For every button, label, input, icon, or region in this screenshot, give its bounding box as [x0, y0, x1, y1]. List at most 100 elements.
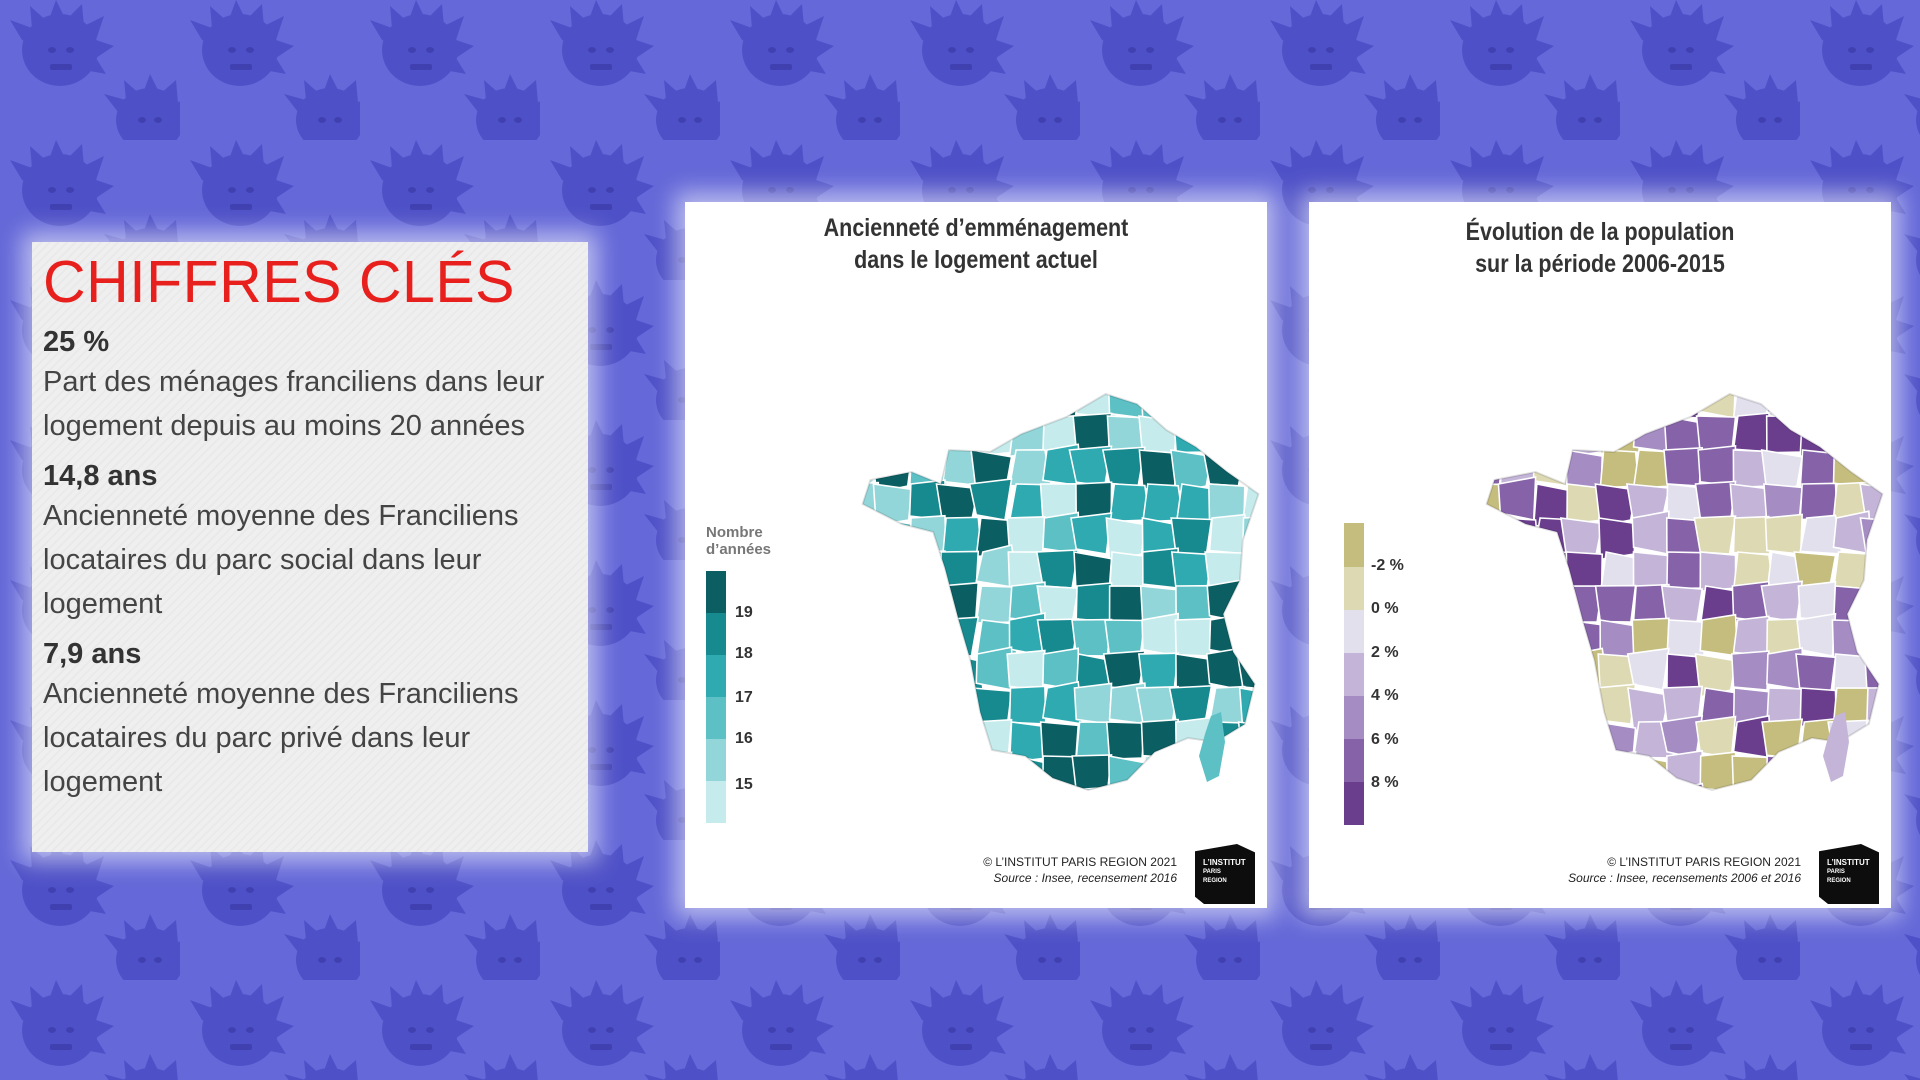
department-region — [1236, 650, 1259, 691]
department-region — [1005, 394, 1046, 419]
department-region — [942, 516, 983, 555]
department-region — [862, 583, 883, 623]
department-region — [1494, 687, 1537, 727]
department-region — [1499, 517, 1540, 557]
legend-label: 0 % — [1371, 600, 1399, 617]
department-region — [1760, 449, 1804, 494]
map-credit: © L’INSTITUT PARIS REGION 2021 Source : … — [857, 854, 1177, 886]
map-credit: © L’INSTITUT PARIS REGION 2021 Source : … — [1481, 854, 1801, 886]
department-region — [942, 409, 982, 453]
france-outline — [861, 392, 1260, 792]
map-card-population: Évolution de la population sur la périod… — [1309, 202, 1891, 908]
department-region — [875, 653, 919, 695]
department-region — [1486, 449, 1504, 487]
map-title-line: Ancienneté d’emménagement — [823, 214, 1129, 242]
department-region — [1493, 545, 1537, 589]
department-region — [974, 394, 1013, 419]
france-map-tenure — [861, 392, 1260, 792]
department-region — [1694, 480, 1737, 521]
department-region — [1666, 551, 1704, 590]
department-region — [1596, 721, 1637, 765]
key-figure-description-line: Part des ménages franciliens dans leur — [43, 366, 545, 398]
department-region — [872, 687, 913, 729]
department-region — [862, 721, 880, 759]
department-region — [1242, 514, 1259, 555]
department-region — [1499, 585, 1542, 628]
department-region — [1141, 612, 1179, 657]
department-region — [1237, 721, 1259, 765]
map-card-tenure: Ancienneté d’emménagement dans le logeme… — [685, 202, 1267, 908]
department-region — [1530, 755, 1570, 790]
department-region — [1866, 544, 1883, 589]
department-region — [908, 653, 950, 694]
department-region — [1241, 415, 1259, 454]
department-region — [1239, 585, 1259, 629]
department-region — [1732, 515, 1771, 555]
department-region — [1565, 551, 1604, 592]
department-region — [1486, 683, 1507, 725]
department-region — [1765, 394, 1810, 419]
department-region — [874, 612, 913, 657]
department-region — [1138, 789, 1180, 790]
corsica-region — [1823, 712, 1849, 782]
department-region — [1799, 482, 1839, 521]
legend-label: 6 % — [1371, 731, 1399, 748]
department-region — [908, 714, 949, 759]
department-region — [1861, 443, 1883, 487]
department-region — [1595, 751, 1637, 790]
key-figure-value: 14,8 ans — [43, 460, 158, 492]
department-region — [1861, 415, 1883, 458]
legend-title: Nombre d’années — [706, 524, 771, 558]
legend-title-line: d’années — [706, 541, 772, 558]
department-region — [1075, 582, 1114, 623]
department-region — [1142, 755, 1182, 790]
legend-swatch — [706, 655, 726, 697]
department-region — [908, 585, 947, 629]
legend-label: 18 — [735, 645, 753, 662]
department-region — [1661, 394, 1704, 419]
department-region — [905, 614, 946, 657]
institut-logo: L’INSTITUT PARIS REGION — [1819, 844, 1879, 904]
department-region — [1864, 617, 1883, 657]
department-region — [1486, 517, 1509, 556]
department-region — [1486, 619, 1508, 661]
legend-label: 19 — [735, 604, 753, 621]
department-region — [1694, 653, 1737, 698]
department-region — [1493, 415, 1537, 454]
department-region — [1594, 584, 1637, 623]
department-region — [908, 755, 953, 790]
department-region — [1532, 394, 1570, 419]
department-region — [1105, 517, 1146, 562]
legend-label: 4 % — [1371, 687, 1399, 704]
department-region — [908, 687, 946, 730]
department-region — [870, 579, 913, 623]
legend-swatch — [706, 613, 726, 655]
legend-swatch — [1344, 696, 1364, 739]
department-region — [1699, 613, 1739, 657]
department-region — [1495, 755, 1537, 790]
legend-swatch — [706, 697, 726, 739]
department-region — [1496, 394, 1537, 425]
key-figure-description-line: logement — [43, 588, 163, 620]
department-region — [875, 551, 918, 590]
key-figure-description-line: locataires du parc privé dans leur — [43, 722, 471, 754]
department-region — [862, 517, 881, 559]
department-region — [1486, 721, 1504, 766]
legend-swatch — [1344, 610, 1364, 653]
department-region — [1832, 394, 1875, 419]
department-region — [1598, 517, 1637, 561]
department-region — [1108, 755, 1146, 790]
key-figure-value: 7,9 ans — [43, 638, 142, 670]
department-region — [1761, 784, 1804, 790]
department-region — [1566, 394, 1609, 419]
department-region — [1532, 443, 1571, 487]
department-region — [1563, 789, 1604, 790]
france-outline — [1485, 392, 1884, 792]
key-figure-description-line: locataires du parc social dans leur — [43, 544, 482, 576]
legend-label: -2 % — [1371, 557, 1404, 574]
department-region — [1071, 754, 1113, 790]
department-region — [1697, 444, 1737, 487]
department-region — [1532, 619, 1577, 661]
credit-line: © L’INSTITUT PARIS REGION 2021 — [1607, 855, 1801, 869]
department-region — [938, 394, 980, 419]
